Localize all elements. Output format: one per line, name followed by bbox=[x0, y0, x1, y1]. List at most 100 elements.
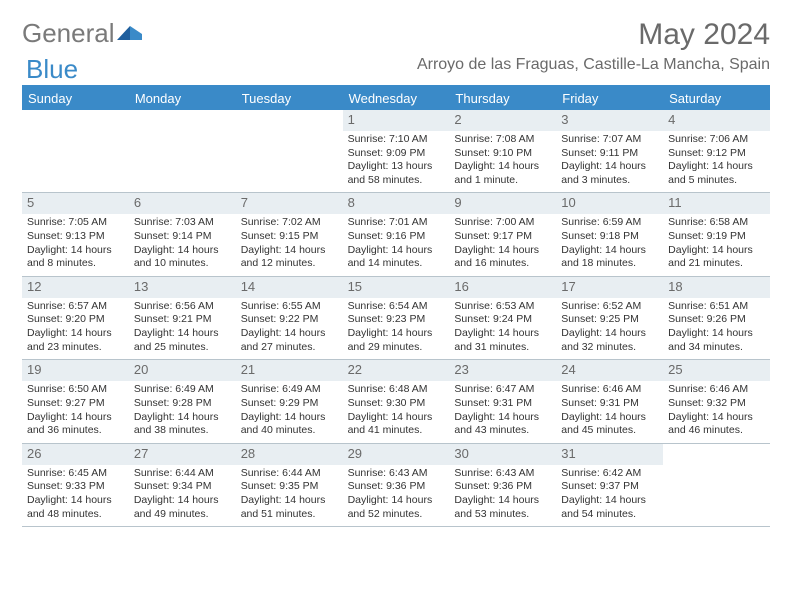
day-header-cell: Saturday bbox=[663, 87, 770, 110]
calendar-cell: 14 Sunrise: 6:55 AMSunset: 9:22 PMDayligh… bbox=[236, 277, 343, 359]
calendar-body: 1Sunrise: 7:10 AMSunset: 9:09 PMDaylight… bbox=[22, 110, 770, 527]
calendar-cell: 3Sunrise: 7:07 AMSunset: 9:11 PMDaylight… bbox=[556, 110, 663, 192]
day-number: 16 bbox=[449, 277, 556, 298]
sunset-line: Sunset: 9:16 PM bbox=[348, 230, 445, 244]
calendar-cell: 1Sunrise: 7:10 AMSunset: 9:09 PMDaylight… bbox=[343, 110, 450, 192]
sunset-line: Sunset: 9:12 PM bbox=[668, 147, 765, 161]
sunset-line: Sunset: 9:26 PM bbox=[668, 313, 765, 327]
daylight-line: Daylight: 14 hours and 18 minutes. bbox=[561, 244, 658, 271]
day-number: 1 bbox=[343, 110, 450, 131]
calendar-cell: 21Sunrise: 6:49 AMSunset: 9:29 PMDayligh… bbox=[236, 360, 343, 442]
daylight-line: Daylight: 14 hours and 27 minutes. bbox=[241, 327, 338, 354]
calendar-week: 1Sunrise: 7:10 AMSunset: 9:09 PMDaylight… bbox=[22, 110, 770, 193]
day-header-cell: Tuesday bbox=[236, 87, 343, 110]
sunset-line: Sunset: 9:22 PM bbox=[241, 313, 338, 327]
calendar-cell: 5Sunrise: 7:05 AMSunset: 9:13 PMDaylight… bbox=[22, 193, 129, 275]
calendar-week: 5Sunrise: 7:05 AMSunset: 9:13 PMDaylight… bbox=[22, 193, 770, 276]
sunrise-line: Sunrise: 6:43 AM bbox=[454, 467, 551, 481]
day-number: 31 bbox=[556, 444, 663, 465]
daylight-line: Daylight: 14 hours and 36 minutes. bbox=[27, 411, 124, 438]
daylight-line: Daylight: 13 hours and 58 minutes. bbox=[348, 160, 445, 187]
daylight-line: Daylight: 14 hours and 12 minutes. bbox=[241, 244, 338, 271]
day-number: 30 bbox=[449, 444, 556, 465]
calendar-cell: 26Sunrise: 6:45 AMSunset: 9:33 PMDayligh… bbox=[22, 444, 129, 526]
daylight-line: Daylight: 14 hours and 38 minutes. bbox=[134, 411, 231, 438]
day-number: 19 bbox=[22, 360, 129, 381]
sunset-line: Sunset: 9:13 PM bbox=[27, 230, 124, 244]
sunset-line: Sunset: 9:19 PM bbox=[668, 230, 765, 244]
day-number: 24 bbox=[556, 360, 663, 381]
daylight-line: Daylight: 14 hours and 21 minutes. bbox=[668, 244, 765, 271]
day-number: 14 bbox=[236, 277, 343, 298]
day-number: 28 bbox=[236, 444, 343, 465]
sunset-line: Sunset: 9:10 PM bbox=[454, 147, 551, 161]
sunrise-line: Sunrise: 6:56 AM bbox=[134, 300, 231, 314]
sunrise-line: Sunrise: 6:58 AM bbox=[668, 216, 765, 230]
calendar-cell: 29Sunrise: 6:43 AMSunset: 9:36 PMDayligh… bbox=[343, 444, 450, 526]
sunrise-line: Sunrise: 6:46 AM bbox=[561, 383, 658, 397]
calendar-cell: 30Sunrise: 6:43 AMSunset: 9:36 PMDayligh… bbox=[449, 444, 556, 526]
day-number: 11 bbox=[663, 193, 770, 214]
calendar-cell: 19Sunrise: 6:50 AMSunset: 9:27 PMDayligh… bbox=[22, 360, 129, 442]
day-number: 7 bbox=[236, 193, 343, 214]
sunset-line: Sunset: 9:33 PM bbox=[27, 480, 124, 494]
sunset-line: Sunset: 9:31 PM bbox=[454, 397, 551, 411]
sunset-line: Sunset: 9:15 PM bbox=[241, 230, 338, 244]
sunrise-line: Sunrise: 6:49 AM bbox=[134, 383, 231, 397]
sunrise-line: Sunrise: 6:55 AM bbox=[241, 300, 338, 314]
calendar-cell: 27Sunrise: 6:44 AMSunset: 9:34 PMDayligh… bbox=[129, 444, 236, 526]
calendar-cell: 8Sunrise: 7:01 AMSunset: 9:16 PMDaylight… bbox=[343, 193, 450, 275]
sunset-line: Sunset: 9:27 PM bbox=[27, 397, 124, 411]
day-number: 20 bbox=[129, 360, 236, 381]
sunrise-line: Sunrise: 6:53 AM bbox=[454, 300, 551, 314]
calendar-week: 26Sunrise: 6:45 AMSunset: 9:33 PMDayligh… bbox=[22, 444, 770, 527]
calendar-cell: 10Sunrise: 6:59 AMSunset: 9:18 PMDayligh… bbox=[556, 193, 663, 275]
sunset-line: Sunset: 9:29 PM bbox=[241, 397, 338, 411]
day-header-row: SundayMondayTuesdayWednesdayThursdayFrid… bbox=[22, 87, 770, 110]
sunset-line: Sunset: 9:36 PM bbox=[454, 480, 551, 494]
calendar-cell: 24Sunrise: 6:46 AMSunset: 9:31 PMDayligh… bbox=[556, 360, 663, 442]
logo-text-1: General bbox=[22, 18, 115, 49]
calendar-cell: 17Sunrise: 6:52 AMSunset: 9:25 PMDayligh… bbox=[556, 277, 663, 359]
daylight-line: Daylight: 14 hours and 32 minutes. bbox=[561, 327, 658, 354]
sunrise-line: Sunrise: 6:52 AM bbox=[561, 300, 658, 314]
sunset-line: Sunset: 9:36 PM bbox=[348, 480, 445, 494]
daylight-line: Daylight: 14 hours and 5 minutes. bbox=[668, 160, 765, 187]
day-number: 27 bbox=[129, 444, 236, 465]
sunrise-line: Sunrise: 6:59 AM bbox=[561, 216, 658, 230]
daylight-line: Daylight: 14 hours and 34 minutes. bbox=[668, 327, 765, 354]
sunset-line: Sunset: 9:23 PM bbox=[348, 313, 445, 327]
daylight-line: Daylight: 14 hours and 41 minutes. bbox=[348, 411, 445, 438]
daylight-line: Daylight: 14 hours and 25 minutes. bbox=[134, 327, 231, 354]
day-number: 22 bbox=[343, 360, 450, 381]
calendar-cell: 16Sunrise: 6:53 AMSunset: 9:24 PMDayligh… bbox=[449, 277, 556, 359]
day-header-cell: Wednesday bbox=[343, 87, 450, 110]
logo-icon bbox=[117, 18, 143, 49]
daylight-line: Daylight: 14 hours and 29 minutes. bbox=[348, 327, 445, 354]
sunset-line: Sunset: 9:18 PM bbox=[561, 230, 658, 244]
day-header-cell: Sunday bbox=[22, 87, 129, 110]
daylight-line: Daylight: 14 hours and 52 minutes. bbox=[348, 494, 445, 521]
daylight-line: Daylight: 14 hours and 16 minutes. bbox=[454, 244, 551, 271]
location: Arroyo de las Fraguas, Castille-La Manch… bbox=[417, 56, 770, 74]
sunset-line: Sunset: 9:11 PM bbox=[561, 147, 658, 161]
day-number: 21 bbox=[236, 360, 343, 381]
sunset-line: Sunset: 9:17 PM bbox=[454, 230, 551, 244]
daylight-line: Daylight: 14 hours and 45 minutes. bbox=[561, 411, 658, 438]
calendar-cell: 22Sunrise: 6:48 AMSunset: 9:30 PMDayligh… bbox=[343, 360, 450, 442]
calendar-cell: 15Sunrise: 6:54 AMSunset: 9:23 PMDayligh… bbox=[343, 277, 450, 359]
sunrise-line: Sunrise: 6:44 AM bbox=[134, 467, 231, 481]
sunset-line: Sunset: 9:32 PM bbox=[668, 397, 765, 411]
daylight-line: Daylight: 14 hours and 51 minutes. bbox=[241, 494, 338, 521]
sunrise-line: Sunrise: 7:01 AM bbox=[348, 216, 445, 230]
calendar-cell-empty bbox=[663, 444, 770, 526]
sunrise-line: Sunrise: 7:07 AM bbox=[561, 133, 658, 147]
sunrise-line: Sunrise: 6:46 AM bbox=[668, 383, 765, 397]
day-number: 12 bbox=[22, 277, 129, 298]
daylight-line: Daylight: 14 hours and 1 minute. bbox=[454, 160, 551, 187]
sunset-line: Sunset: 9:14 PM bbox=[134, 230, 231, 244]
calendar-cell: 9Sunrise: 7:00 AMSunset: 9:17 PMDaylight… bbox=[449, 193, 556, 275]
sunset-line: Sunset: 9:28 PM bbox=[134, 397, 231, 411]
sunrise-line: Sunrise: 6:43 AM bbox=[348, 467, 445, 481]
day-number: 15 bbox=[343, 277, 450, 298]
